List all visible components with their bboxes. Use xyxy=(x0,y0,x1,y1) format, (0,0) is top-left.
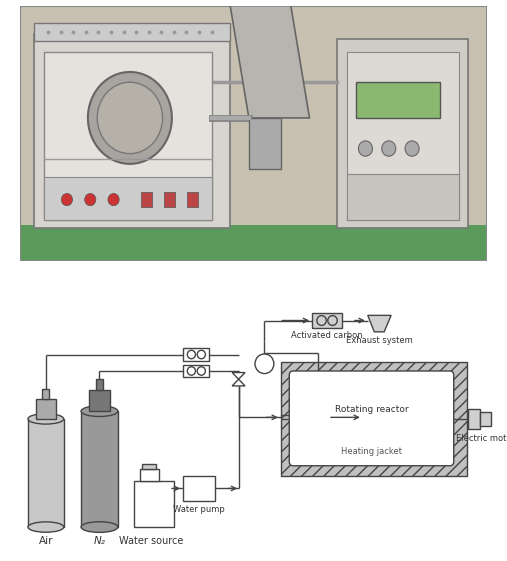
Polygon shape xyxy=(232,379,245,386)
Text: Heating jacket: Heating jacket xyxy=(341,447,402,456)
FancyBboxPatch shape xyxy=(20,6,487,225)
Circle shape xyxy=(197,367,205,375)
Ellipse shape xyxy=(28,413,64,424)
Ellipse shape xyxy=(81,406,118,416)
Circle shape xyxy=(85,194,96,206)
FancyBboxPatch shape xyxy=(36,399,56,419)
FancyBboxPatch shape xyxy=(356,82,440,118)
FancyBboxPatch shape xyxy=(184,365,209,377)
Text: Exhaust system: Exhaust system xyxy=(346,336,413,345)
Circle shape xyxy=(88,72,172,164)
Polygon shape xyxy=(232,373,245,379)
FancyBboxPatch shape xyxy=(34,34,230,228)
Circle shape xyxy=(405,141,419,156)
FancyBboxPatch shape xyxy=(44,177,211,220)
FancyBboxPatch shape xyxy=(338,39,468,228)
Text: Water source: Water source xyxy=(120,536,184,546)
Circle shape xyxy=(255,354,274,374)
FancyBboxPatch shape xyxy=(34,24,230,42)
Text: Electric motor: Electric motor xyxy=(456,434,507,443)
FancyBboxPatch shape xyxy=(140,192,152,207)
Text: N₂: N₂ xyxy=(93,536,105,546)
Circle shape xyxy=(187,350,196,358)
Circle shape xyxy=(61,194,73,206)
FancyBboxPatch shape xyxy=(480,412,491,426)
Ellipse shape xyxy=(81,522,118,532)
FancyBboxPatch shape xyxy=(142,464,156,470)
Circle shape xyxy=(317,316,327,325)
FancyBboxPatch shape xyxy=(96,379,103,390)
Polygon shape xyxy=(230,6,309,118)
FancyBboxPatch shape xyxy=(42,389,49,399)
Text: Water pump: Water pump xyxy=(173,505,225,514)
FancyBboxPatch shape xyxy=(20,6,487,261)
FancyBboxPatch shape xyxy=(281,362,467,476)
Ellipse shape xyxy=(28,522,64,532)
FancyBboxPatch shape xyxy=(468,408,480,429)
Circle shape xyxy=(108,194,119,206)
FancyBboxPatch shape xyxy=(28,419,64,527)
Circle shape xyxy=(97,82,163,154)
Text: Rotating reactor: Rotating reactor xyxy=(335,405,408,414)
FancyBboxPatch shape xyxy=(44,52,211,220)
FancyBboxPatch shape xyxy=(134,481,174,527)
FancyBboxPatch shape xyxy=(187,192,198,207)
FancyBboxPatch shape xyxy=(81,411,118,527)
FancyBboxPatch shape xyxy=(289,371,454,466)
Circle shape xyxy=(197,350,205,358)
Text: Activated carbon: Activated carbon xyxy=(291,331,363,340)
FancyBboxPatch shape xyxy=(347,52,459,220)
Circle shape xyxy=(358,141,373,156)
FancyBboxPatch shape xyxy=(164,192,175,207)
Text: Air: Air xyxy=(39,536,53,546)
FancyBboxPatch shape xyxy=(312,313,342,328)
Circle shape xyxy=(382,141,396,156)
Polygon shape xyxy=(368,315,391,332)
FancyBboxPatch shape xyxy=(89,390,110,411)
FancyBboxPatch shape xyxy=(249,118,281,169)
Circle shape xyxy=(187,367,196,375)
FancyBboxPatch shape xyxy=(140,470,159,481)
FancyBboxPatch shape xyxy=(184,348,209,361)
Circle shape xyxy=(328,316,337,325)
FancyBboxPatch shape xyxy=(20,225,487,261)
FancyBboxPatch shape xyxy=(183,476,215,502)
FancyBboxPatch shape xyxy=(347,174,459,220)
